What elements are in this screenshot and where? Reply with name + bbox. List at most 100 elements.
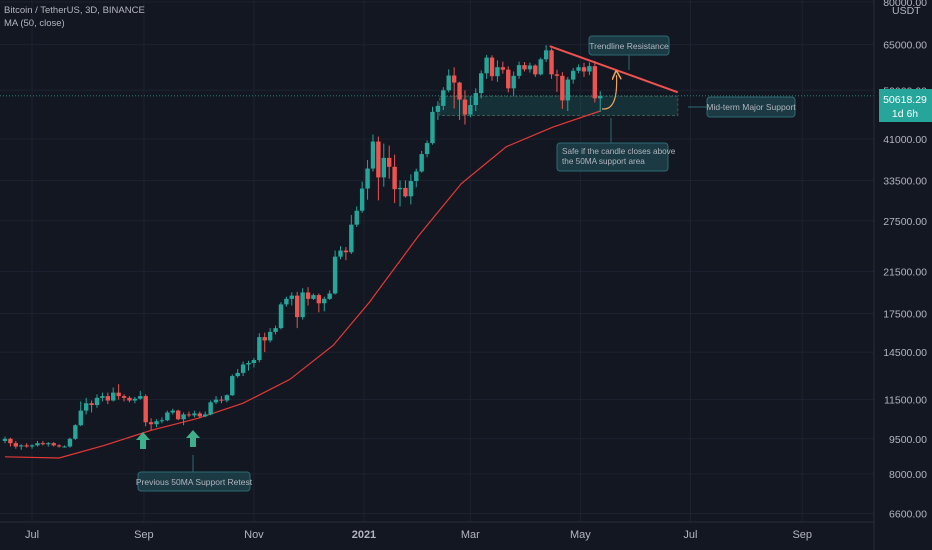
candle [484, 54, 489, 79]
candle-body [327, 293, 332, 299]
x-tick-label: Jul [683, 529, 697, 541]
candle [419, 150, 424, 173]
candle [565, 76, 570, 112]
candle [435, 101, 441, 120]
x-tick-label: Jul [25, 529, 39, 541]
candle [500, 61, 506, 74]
annotation-retest[interactable]: Previous 50MA Support Retest [136, 471, 253, 492]
candle [262, 332, 267, 353]
candle-body [8, 438, 13, 444]
support-zone [439, 95, 679, 116]
candle-body [560, 75, 565, 101]
candle [159, 417, 165, 424]
candle [554, 69, 560, 92]
candle-body [392, 166, 397, 190]
candle-body [365, 168, 370, 189]
candle [116, 384, 121, 400]
candle [132, 396, 138, 404]
candle [240, 361, 246, 377]
countdown-value: 1d 6h [892, 108, 918, 120]
candle [203, 411, 208, 418]
annotation-support[interactable]: Mid-term Major Support [706, 96, 796, 118]
trendline-resistance[interactable] [549, 45, 679, 94]
candle-body [159, 420, 165, 422]
candle [570, 67, 576, 84]
candle-body [257, 337, 262, 361]
candle-body [197, 413, 203, 417]
candle [51, 442, 56, 447]
candle [489, 55, 495, 81]
candle [322, 296, 327, 312]
candle [73, 424, 78, 440]
candle-body [338, 250, 343, 257]
annotation-retest-text: Previous 50MA Support Retest [136, 477, 253, 487]
x-tick-label: 2021 [352, 529, 376, 541]
candle [278, 302, 284, 330]
y-tick-label: 41000.00 [883, 134, 927, 146]
candle [381, 143, 386, 187]
annotation-safe[interactable]: Safe if the candle closes above the 50MA… [556, 142, 676, 172]
candle [365, 160, 370, 200]
candle [186, 411, 192, 418]
candle-body [462, 99, 468, 115]
candle [527, 62, 533, 73]
candle [446, 69, 451, 93]
candle-body [332, 256, 338, 294]
candle-body [89, 403, 94, 406]
candle-body [230, 376, 235, 396]
x-tick-label: Sep [134, 529, 154, 541]
candle [89, 400, 94, 413]
candle-body [2, 438, 8, 441]
candle [100, 392, 105, 402]
candle-body [441, 90, 446, 106]
last-price-value: 50618.29 [883, 94, 927, 106]
x-tick-label: Sep [792, 529, 812, 541]
currency-label: USDT [892, 5, 921, 17]
y-tick-label: 11500.00 [884, 395, 927, 407]
candle-body [35, 443, 40, 446]
candle-body [549, 50, 554, 75]
candle [376, 136, 381, 201]
candle [511, 71, 516, 97]
candle-body [343, 250, 349, 253]
candle-body [403, 187, 408, 197]
candle [35, 440, 40, 447]
candle [305, 287, 311, 306]
x-tick-label: Mar [461, 529, 480, 541]
candle-body [468, 105, 473, 115]
candle-body [138, 396, 143, 399]
annotation-trendline[interactable]: Trendline Resistance [588, 35, 670, 56]
candle-body [484, 57, 489, 74]
candle [251, 357, 257, 368]
candle [338, 246, 343, 260]
y-tick-label: 80000.00 [883, 0, 927, 9]
y-tick-label: 33500.00 [883, 175, 927, 187]
candle [213, 396, 219, 405]
candle [581, 62, 587, 77]
annotation-support-text: Mid-term Major Support [706, 102, 796, 112]
retest-arrow-right [186, 430, 200, 447]
ma-layer [4, 110, 601, 459]
candle [181, 412, 186, 426]
candle-body [408, 181, 414, 197]
candle [2, 436, 8, 444]
candle [478, 70, 484, 99]
candle-body [419, 154, 424, 172]
candle [83, 397, 89, 415]
up-arrow-icon [186, 430, 200, 447]
candle-body [170, 410, 175, 413]
candle-body [397, 187, 403, 190]
candle [468, 96, 473, 118]
candle-body [478, 73, 484, 94]
y-tick-label: 21500.00 [883, 266, 927, 278]
candle-body [251, 360, 257, 363]
candle-body [376, 141, 381, 178]
x-tick-label: May [570, 529, 591, 541]
candle [224, 394, 230, 403]
candle [343, 247, 349, 261]
ma-line [4, 110, 601, 459]
